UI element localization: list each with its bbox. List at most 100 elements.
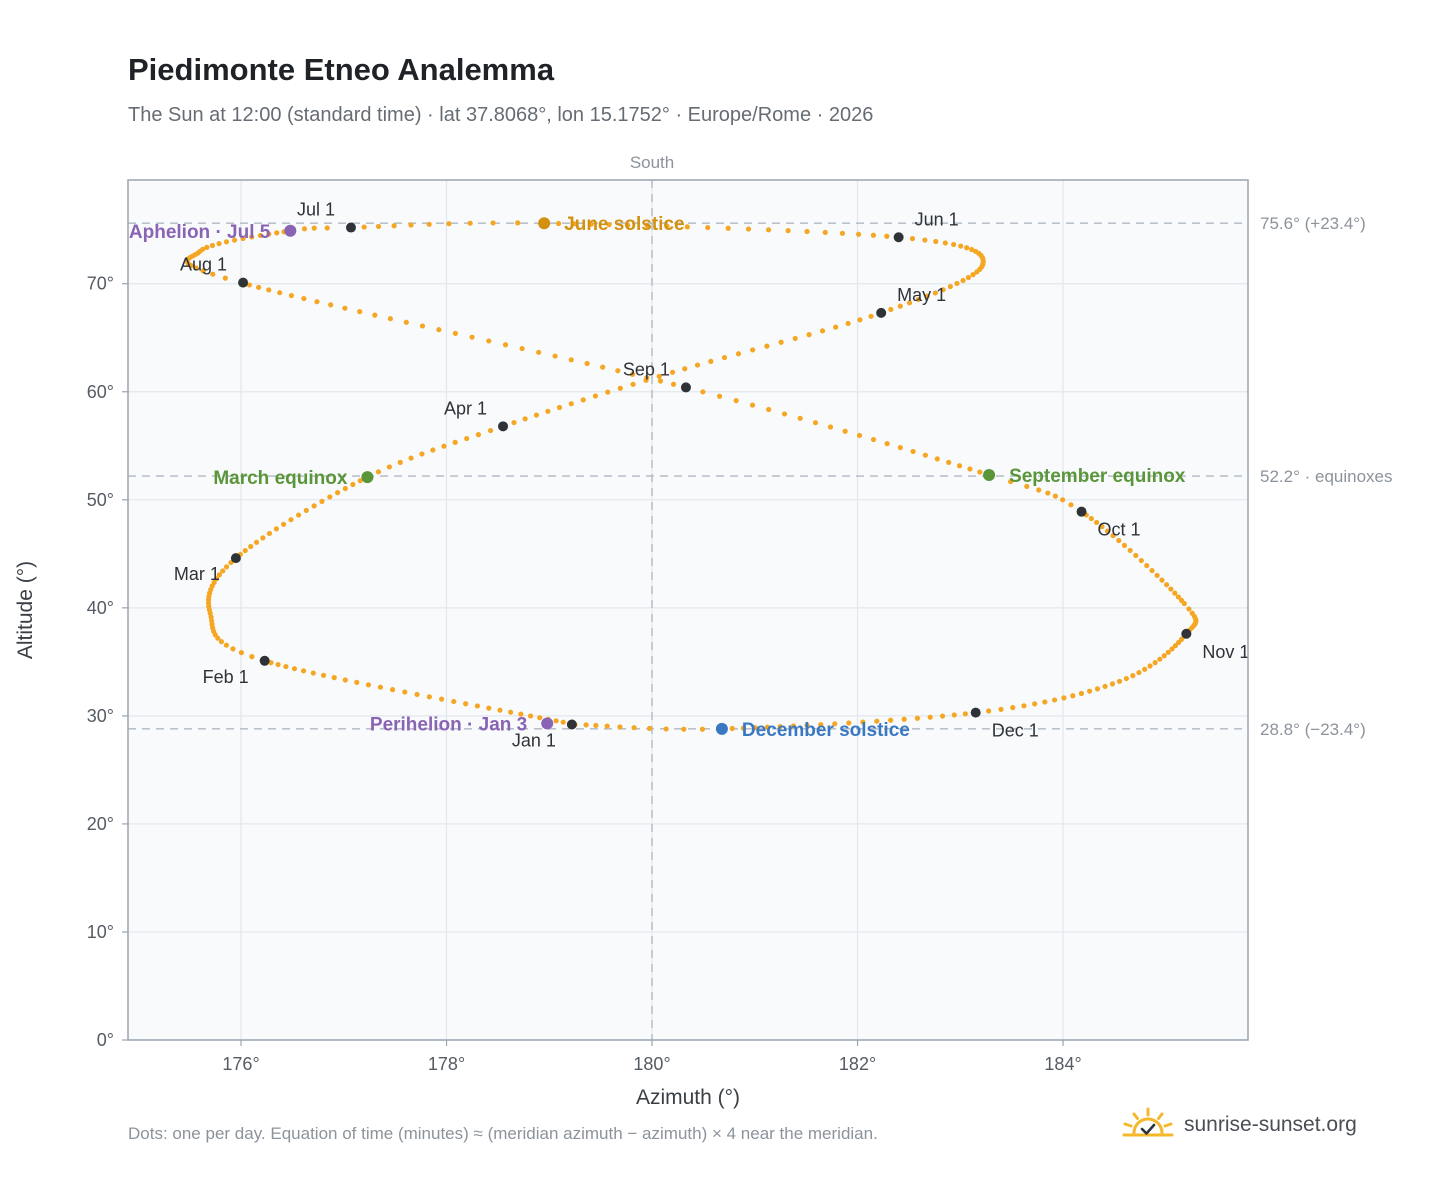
daily-sun-dot <box>592 393 599 399</box>
month-marker-dot <box>1076 506 1087 517</box>
daily-sun-dot <box>964 245 970 251</box>
daily-sun-dot <box>681 726 687 732</box>
daily-sun-dot <box>303 507 309 514</box>
daily-sun-dot <box>375 469 382 475</box>
daily-sun-dot <box>868 313 874 319</box>
daily-sun-dot <box>1149 567 1155 574</box>
daily-sun-dot <box>700 389 706 395</box>
daily-sun-dot <box>426 221 432 227</box>
daily-sun-dot <box>940 287 946 293</box>
daily-sun-dot <box>1144 562 1150 569</box>
daily-sun-dot <box>441 443 447 449</box>
event-markers: June solstice December solstice March equi… <box>129 214 1186 741</box>
daily-sun-dot <box>663 726 669 732</box>
daily-sun-dot <box>777 723 783 730</box>
daily-sun-dot <box>625 222 631 228</box>
daily-sun-dot <box>389 687 396 693</box>
daily-sun-dot <box>785 228 791 234</box>
daily-sun-dot <box>319 498 325 504</box>
daily-sun-dot <box>266 287 272 293</box>
event-label: June solstice <box>564 214 684 235</box>
daily-sun-dot <box>1078 690 1084 697</box>
month-marker-label: Dec 1 <box>992 721 1039 741</box>
daily-sun-dot <box>210 271 216 277</box>
daily-sun-dot <box>644 375 650 381</box>
daily-sun-dot <box>580 397 586 403</box>
daily-sun-dot <box>870 436 877 443</box>
daily-sun-dot <box>1008 478 1014 485</box>
daily-sun-dot <box>646 725 653 731</box>
daily-sun-dot <box>670 381 677 387</box>
x-tick-label: 184° <box>1044 1054 1081 1074</box>
daily-sun-dot <box>630 381 636 387</box>
daily-sun-dot <box>552 353 558 359</box>
daily-sun-dot <box>888 717 894 723</box>
x-tick-label: 178° <box>428 1054 465 1074</box>
daily-sun-dot <box>342 677 348 683</box>
month-marker-dot <box>498 421 509 432</box>
daily-sun-dot <box>664 223 670 229</box>
daily-sun-dot <box>1109 681 1116 687</box>
daily-sun-dot <box>223 239 230 245</box>
daily-sun-dot <box>856 432 863 439</box>
daily-sun-dot <box>320 672 327 678</box>
daily-sun-dot <box>583 722 589 728</box>
daily-sun-dot <box>1068 502 1074 508</box>
daily-sun-dot <box>408 455 414 461</box>
daily-sun-dot <box>1094 686 1101 692</box>
daily-sun-dot <box>1110 533 1116 539</box>
daily-sun-dot <box>365 682 372 688</box>
daily-sun-dot <box>391 223 397 229</box>
daily-sun-dot <box>806 332 812 338</box>
daily-sun-dot <box>1104 528 1111 534</box>
daily-sun-dot <box>571 221 577 227</box>
daily-sun-dot <box>497 707 503 713</box>
daily-sun-dot <box>283 663 289 670</box>
daily-sun-dot <box>932 290 938 296</box>
daily-sun-dot <box>833 324 839 330</box>
daily-sun-dot <box>629 371 636 377</box>
daily-sun-dot <box>708 358 714 364</box>
y-tick-label: 0° <box>97 1030 114 1050</box>
daily-sun-dot <box>857 317 863 323</box>
daily-sun-dot <box>288 517 294 523</box>
daily-sun-dot <box>717 393 723 399</box>
month-marker-label: Sep 1 <box>623 359 670 379</box>
daily-sun-dot <box>970 272 976 278</box>
daily-sun-dot <box>193 265 199 271</box>
daily-sun-dot <box>335 490 341 496</box>
daily-sun-dot <box>855 231 862 237</box>
brand[interactable]: sunrise-sunset.org <box>1120 1100 1357 1150</box>
daily-sun-dot <box>439 696 445 702</box>
sun-check-logo-icon <box>1122 1107 1174 1137</box>
daily-sun-dot <box>832 721 838 727</box>
daily-sun-dot <box>617 385 623 391</box>
daily-sun-dot <box>1186 606 1192 612</box>
daily-sun-dot <box>588 221 594 227</box>
daily-sun-dot <box>615 368 621 374</box>
daily-sun-dot <box>200 268 206 274</box>
daily-sun-dot <box>300 668 307 674</box>
event-marker-dot <box>715 722 728 735</box>
daily-sun-dot <box>357 309 363 315</box>
daily-sun-dot <box>486 705 492 711</box>
daily-sun-dot <box>527 713 534 719</box>
daily-sun-dot <box>463 701 469 707</box>
daily-sun-dot <box>735 351 742 357</box>
y-tick-label: 40° <box>87 598 114 618</box>
axes: 176° 178° 180° 182° 184° 0° 10° 20° 30° 40° 50° 60°… <box>14 274 1082 1109</box>
daily-sun-dot <box>273 526 279 532</box>
daily-sun-dot <box>475 432 482 438</box>
month-marker-label: Apr 1 <box>444 398 487 418</box>
daily-sun-dot <box>522 416 528 422</box>
daily-sun-dot <box>1154 572 1160 579</box>
daily-sun-dot <box>490 220 496 226</box>
daily-sun-dot <box>310 670 316 676</box>
daily-sun-dot <box>426 694 432 700</box>
daily-sun-dot <box>1121 542 1128 549</box>
daily-sun-dot <box>223 642 230 648</box>
daily-sun-dot <box>946 459 952 465</box>
daily-sun-dot <box>1021 703 1027 709</box>
daily-sun-dot <box>246 282 252 288</box>
